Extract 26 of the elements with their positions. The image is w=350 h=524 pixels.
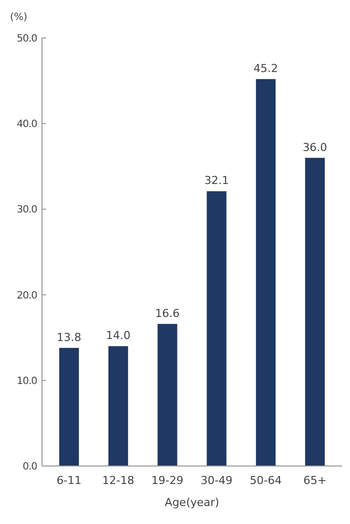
bar [59, 348, 79, 466]
y-tick-label: 20.0 [16, 290, 38, 302]
x-tick-label: 6-11 [56, 474, 82, 487]
bar [256, 79, 276, 466]
data-label: 32.1 [204, 174, 229, 188]
x-tick-label: 19-29 [151, 474, 184, 487]
y-tick-label: 40.0 [16, 119, 38, 130]
data-label: 16.6 [155, 306, 180, 320]
bar [158, 324, 178, 466]
data-label: 14.0 [106, 329, 130, 342]
y-tick-label: 30.0 [16, 204, 38, 216]
bar [206, 191, 226, 466]
x-tick-label: 30-49 [200, 474, 233, 487]
x-tick-label: 12-18 [102, 474, 134, 487]
data-label: 13.8 [56, 330, 82, 344]
y-tick-label: 0.0 [22, 462, 38, 472]
bar [108, 346, 128, 466]
y-tick-label: 10.0 [16, 376, 38, 387]
x-tick-label: 65+ [303, 474, 327, 487]
data-label: 36.0 [302, 140, 328, 154]
y-tick-label: 50.0 [16, 34, 38, 44]
data-label: 45.2 [254, 62, 278, 76]
x-tick-label: 50-64 [250, 474, 282, 487]
x-axis-title: Age(year) [164, 496, 220, 509]
bar [305, 158, 325, 466]
y-axis-title: (%) [10, 12, 28, 23]
